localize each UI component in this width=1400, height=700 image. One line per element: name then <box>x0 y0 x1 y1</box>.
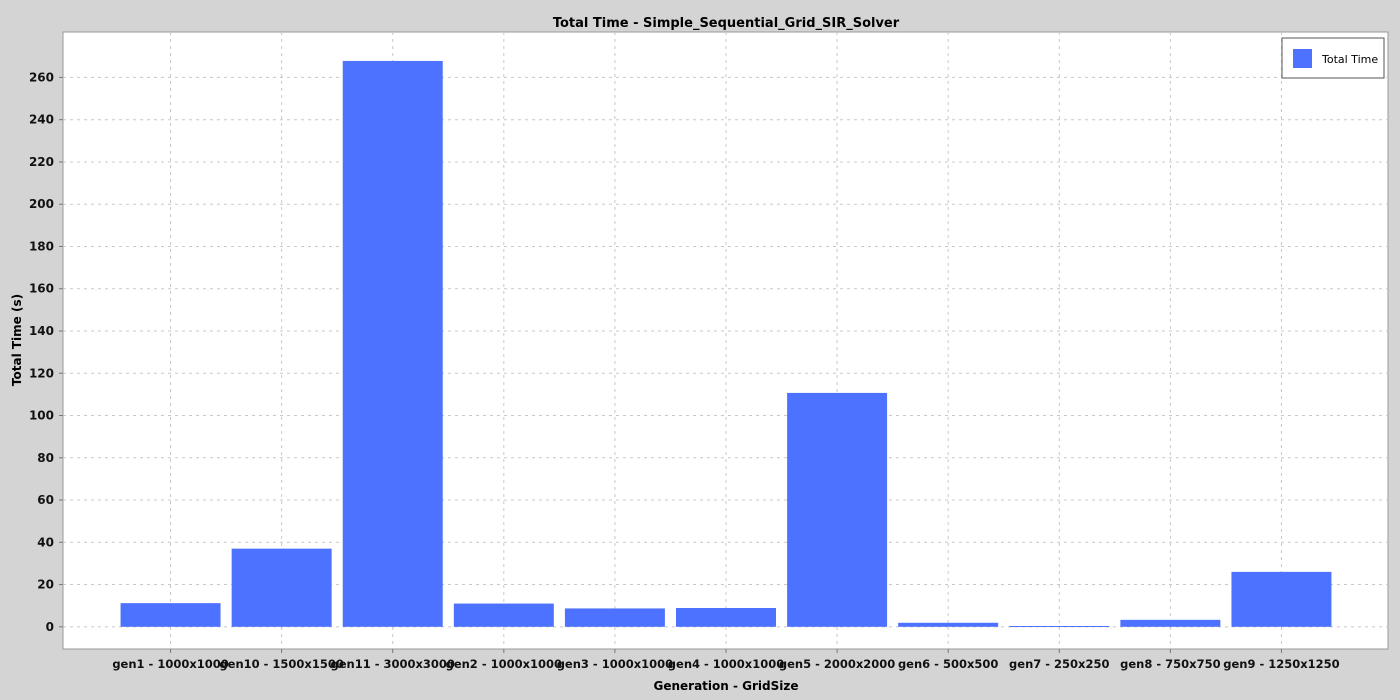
bar <box>1009 625 1110 627</box>
y-tick-label: 240 <box>29 113 54 127</box>
y-tick-label: 0 <box>46 620 54 634</box>
x-category-label: gen7 - 250x250 <box>1009 657 1109 671</box>
x-category-label: gen2 - 1000x1000 <box>446 657 562 671</box>
x-category-label: gen8 - 750x750 <box>1120 657 1220 671</box>
bar <box>898 622 999 627</box>
x-category-label: gen1 - 1000x1000 <box>112 657 228 671</box>
y-tick-label: 260 <box>29 70 54 84</box>
bar <box>676 608 776 627</box>
chart-title: Total Time - Simple_Sequential_Grid_SIR_… <box>553 16 900 31</box>
y-axis-title: Total Time (s) <box>10 294 24 386</box>
bar <box>453 603 554 627</box>
y-tick-label: 100 <box>29 409 54 423</box>
bar <box>231 548 332 627</box>
bar <box>787 392 888 627</box>
bar <box>120 603 221 627</box>
x-category-label: gen9 - 1250x1250 <box>1223 657 1339 671</box>
bar <box>1120 619 1221 627</box>
x-category-label: gen10 - 1500x1500 <box>219 657 343 671</box>
x-category-label: gen4 - 1000x1000 <box>668 657 784 671</box>
y-tick-label: 120 <box>29 366 54 380</box>
x-axis-title: Generation - GridSize <box>653 679 798 693</box>
bar <box>1231 571 1332 627</box>
legend-label: Total Time <box>1321 53 1378 66</box>
x-category-label: gen5 - 2000x2000 <box>779 657 895 671</box>
legend: Total Time <box>1281 37 1385 79</box>
y-tick-label: 160 <box>29 282 54 296</box>
bar <box>342 60 443 627</box>
y-axis: 0 20 40 60 80 100 120 140 160 180 200 220 240 260 <box>29 70 63 634</box>
y-tick-label: 80 <box>37 451 54 465</box>
bar <box>564 608 665 627</box>
x-category-label: gen6 - 500x500 <box>898 657 998 671</box>
y-tick-label: 60 <box>37 493 54 507</box>
y-tick-label: 180 <box>29 239 54 253</box>
y-tick-label: 20 <box>37 578 54 592</box>
legend-swatch <box>1293 49 1312 68</box>
y-tick-label: 220 <box>29 155 54 169</box>
x-category-label: gen3 - 1000x1000 <box>557 657 673 671</box>
x-category-label: gen11 - 3000x3000 <box>331 657 455 671</box>
bars <box>120 60 1332 627</box>
y-tick-label: 40 <box>37 535 54 549</box>
y-tick-label: 140 <box>29 324 54 338</box>
y-tick-label: 200 <box>29 197 54 211</box>
